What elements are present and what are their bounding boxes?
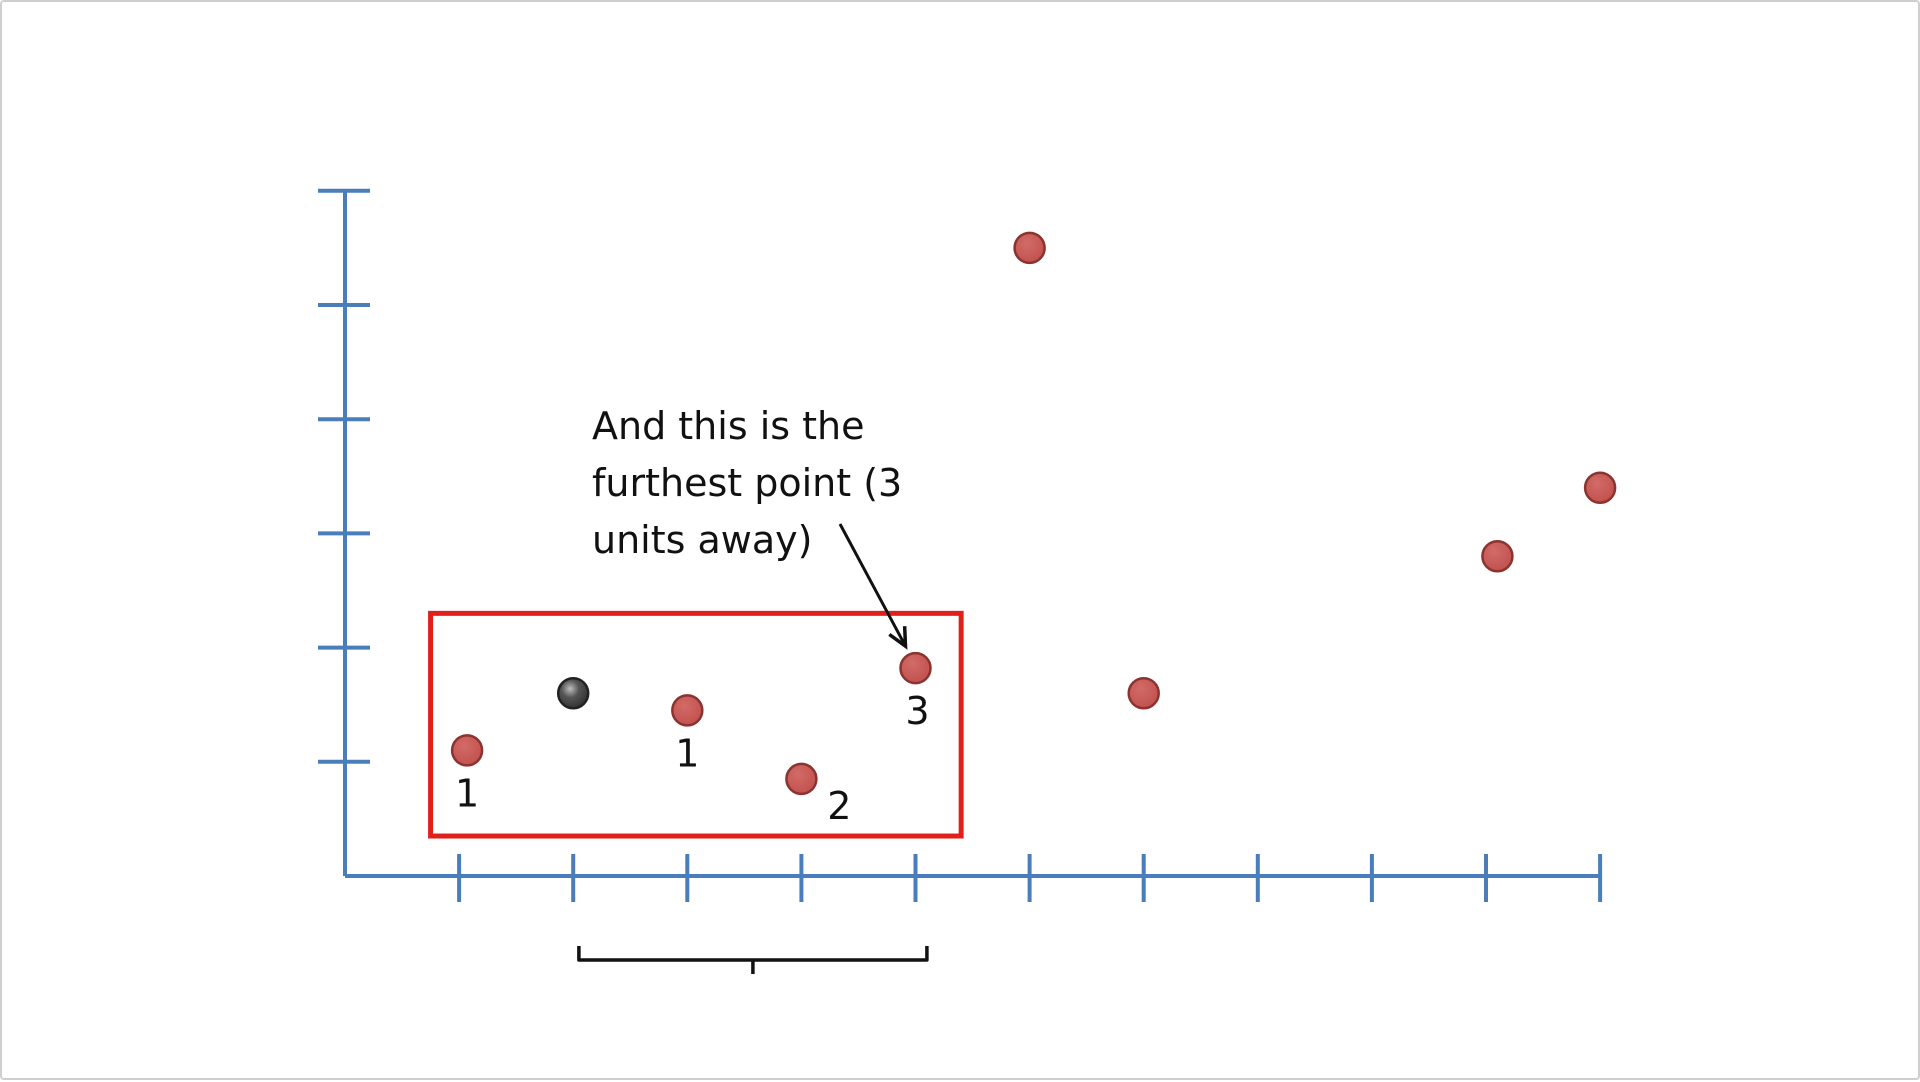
data-point-4 [899, 651, 932, 685]
data-point-6 [1127, 677, 1160, 710]
annotation-layer: And this is the furthest point (3 units aw… [592, 404, 908, 650]
query-point [556, 677, 590, 710]
data-point-8 [1583, 471, 1617, 504]
data-point-7 [1481, 539, 1514, 573]
callout-arrow-line [838, 523, 907, 647]
neighborhood-box [428, 610, 964, 839]
callout-arrow-head [888, 626, 908, 650]
distance-label-2: 1 [675, 731, 699, 775]
range-brace-layer [577, 946, 929, 974]
data-point-5 [1013, 231, 1046, 265]
callout-line-2: furthest point (3 [592, 461, 902, 505]
axes [318, 188, 1603, 902]
distance-label-1: 1 [455, 771, 479, 815]
data-point-3 [785, 762, 818, 796]
neighborhood-box-layer [428, 610, 964, 839]
distance-label-3: 2 [827, 784, 851, 828]
range-brace [577, 946, 929, 974]
distance-labels-layer: 1 1 2 3 [455, 689, 930, 828]
callout-line-3: units away) [592, 518, 812, 562]
data-point-2 [671, 694, 704, 727]
points-layer [450, 231, 1617, 796]
callout-line-1: And this is the [592, 404, 865, 448]
data-point-1 [450, 734, 484, 767]
callout-text: And this is the furthest point (3 units aw… [592, 404, 902, 562]
distance-label-4: 3 [905, 689, 929, 733]
